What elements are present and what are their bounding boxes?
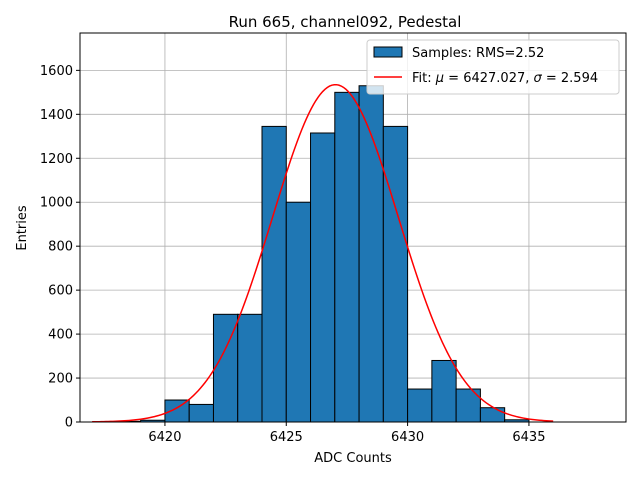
fit-curve-group [92,83,554,423]
histogram-bar [382,125,409,423]
legend-fit-mu: μ [435,71,444,86]
y-tick-label: 1600 [40,64,73,79]
y-tick-label: 1400 [40,108,73,123]
y-tick-label: 1200 [40,152,73,167]
legend-hist-label: Samples: RMS=2.52 [412,46,544,61]
histogram-bar [310,132,336,423]
legend: Samples: RMS=2.52 Fit: μ = 6427.027, σ =… [366,39,620,95]
histogram-bar [334,91,360,423]
legend-hist-swatch [373,46,403,58]
y-tick-label: 200 [48,372,73,387]
x-axis-ticks: 6420 6425 6430 6435 [148,422,545,445]
x-tick-label: 6435 [512,430,545,445]
x-axis-label: ADC Counts [314,451,392,466]
histogram-bar [188,403,214,423]
y-tick-label: 800 [48,240,73,255]
plot-frame [79,32,627,423]
fit-curve [92,83,554,423]
histogram-bar [479,407,506,423]
x-tick-label: 6420 [148,430,181,445]
x-tick-label: 6430 [391,430,424,445]
histogram-bar [431,359,457,423]
y-tick-label: 400 [48,328,73,343]
histogram-bar [261,125,287,423]
y-axis-label: Entries [15,205,30,251]
histogram-bar [164,399,190,423]
legend-fit-prefix: Fit: [412,71,436,86]
y-tick-label: 1000 [40,196,73,211]
chart-title: Run 665, channel092, Pedestal [229,13,462,31]
histogram-bar [407,388,433,423]
legend-fit-mu-value: = 6427.027, [444,71,533,86]
histogram-bar [237,313,263,423]
legend-box [366,39,620,95]
histogram-bar [285,201,312,423]
legend-fit-sigma: σ [534,71,543,86]
y-tick-label: 600 [48,284,73,299]
y-axis-ticks: 0 200 400 600 800 1000 1200 1400 1600 [40,64,80,431]
bars [115,85,530,423]
legend-fit-label: Fit: μ = 6427.027, σ = 2.594 [412,71,598,86]
legend-fit-sigma-value: = 2.594 [542,71,598,86]
y-tick-label: 0 [65,416,73,431]
x-tick-label: 6425 [270,430,303,445]
